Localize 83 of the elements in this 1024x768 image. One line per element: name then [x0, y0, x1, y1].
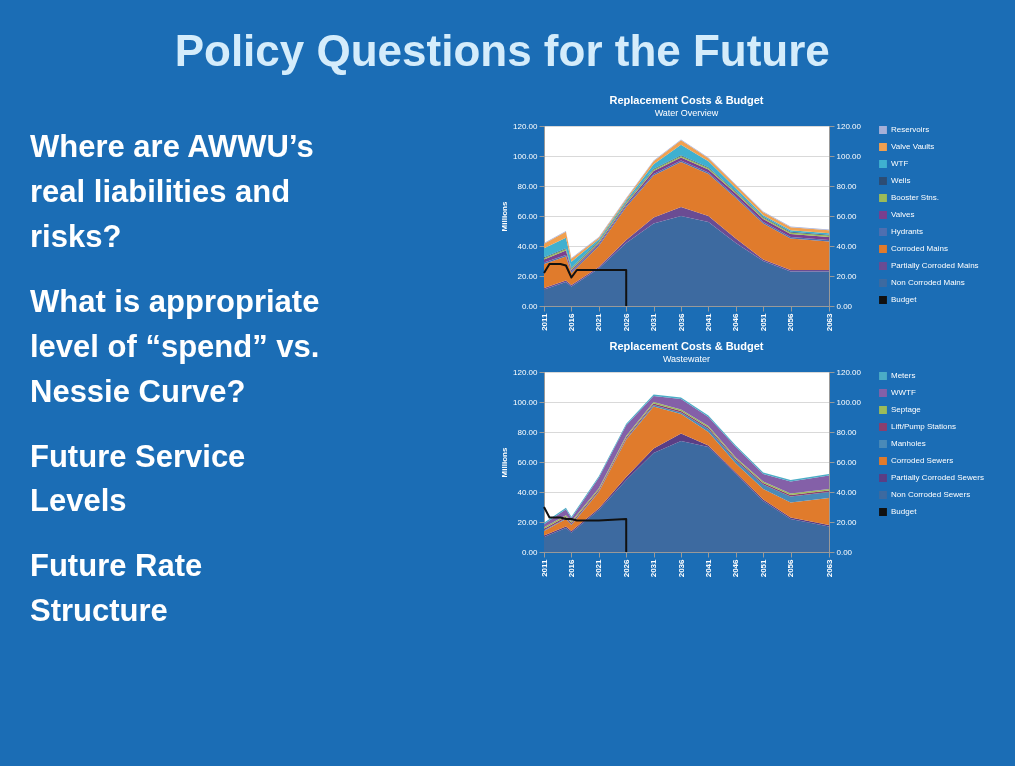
- legend-label: Non Corroded Sewers: [891, 490, 971, 499]
- x-tick-label: 2051: [758, 558, 768, 578]
- y-tick-label: 0.00: [521, 547, 539, 557]
- y-tick-label: 100.00: [513, 397, 539, 407]
- chart-title: Replacement Costs & Budget: [609, 94, 764, 106]
- y2-tick-label: 20.00: [836, 271, 858, 281]
- legend-label: Corroded Mains: [891, 244, 948, 253]
- y2-tick-label: 40.00: [836, 487, 858, 497]
- text: Meters: [891, 371, 916, 380]
- y2-tick-label: 60.00: [836, 211, 858, 221]
- x-tick-label: 2016: [566, 558, 576, 578]
- x-tick-label: 2051: [758, 312, 768, 332]
- x-tick-label: 2031: [649, 558, 659, 578]
- y-tick-label: 80.00: [517, 181, 539, 191]
- y2-tick-label: 0.00: [836, 547, 853, 557]
- x-tick-label: 2026: [621, 558, 631, 578]
- legend-label: WWTF: [891, 388, 916, 397]
- legend-label: Corroded Sewers: [891, 456, 954, 465]
- x-tick-label: 2063: [824, 312, 834, 332]
- y-tick-label: 0.00: [521, 301, 539, 311]
- y-tick-label: 20.00: [517, 271, 539, 281]
- line-series: [543, 263, 628, 307]
- y2-tick-label: 120.00: [836, 121, 862, 131]
- x-tick-label: 2041: [703, 558, 713, 578]
- y2-tick-label: 60.00: [836, 457, 858, 467]
- legend-label: WTF: [891, 159, 909, 168]
- text: What is appropriate level of “spend” vs. Nessie Curve?: [30, 283, 320, 409]
- text: Septage: [891, 405, 922, 414]
- y-tick-label: 100.00: [513, 151, 539, 161]
- legend-label: Booster Stns.: [891, 193, 940, 202]
- y2-tick-label: 100.00: [836, 151, 862, 161]
- y-tick-label: 120.00: [513, 367, 539, 377]
- x-tick-label: 2046: [731, 312, 741, 332]
- legend-label: Partially Corroded Mains: [891, 261, 979, 270]
- x-tick-label: 2036: [676, 558, 686, 578]
- y-tick-label: 120.00: [513, 121, 539, 131]
- x-tick-label: 2011: [539, 558, 549, 577]
- x-tick-label: 2026: [621, 312, 631, 332]
- text: Future Rate Structure: [30, 548, 203, 629]
- y-tick-label: 20.00: [517, 517, 539, 527]
- x-tick-label: 2046: [731, 558, 741, 578]
- y-tick-label: 80.00: [517, 427, 539, 437]
- legend-label: Non Corroded Mains: [891, 278, 965, 287]
- y-tick-label: 60.00: [517, 211, 539, 221]
- y-tick-label: 40.00: [517, 487, 539, 497]
- x-tick-label: 2056: [786, 558, 796, 578]
- legend-label: Manholes: [891, 439, 926, 448]
- x-tick-label: 2041: [703, 312, 713, 332]
- x-tick-label: 2063: [824, 558, 834, 578]
- x-tick-label: 2021: [594, 312, 604, 332]
- x-tick-label: 2021: [594, 558, 604, 578]
- y2-tick-label: 40.00: [836, 241, 858, 251]
- y2-tick-label: 80.00: [836, 181, 858, 191]
- legend-label: Wells: [891, 176, 911, 185]
- legend-label: Reservoirs: [891, 125, 930, 134]
- line-series: [543, 506, 628, 553]
- legend-label: Valves: [891, 210, 915, 219]
- text: Where are AWWU’s real liabilities and risks?: [30, 129, 314, 254]
- y2-tick-label: 100.00: [836, 397, 862, 407]
- legend-label: Budget: [891, 295, 918, 304]
- chart-subtitle: Wastewater: [662, 354, 711, 364]
- text: Future Service Levels: [30, 438, 246, 519]
- legend-label: Budget: [891, 507, 918, 516]
- y2-tick-label: 20.00: [836, 517, 858, 527]
- x-tick-label: 2016: [566, 312, 576, 332]
- legend-label: Valve Vaults: [891, 142, 935, 151]
- chart-title: Replacement Costs & Budget: [609, 340, 764, 352]
- x-tick-label: 2056: [786, 312, 796, 332]
- chart-subtitle: Water Overview: [654, 108, 719, 118]
- y-axis-title: Millions: [500, 447, 510, 478]
- y2-tick-label: 80.00: [836, 427, 858, 437]
- y2-tick-label: 0.00: [836, 301, 853, 311]
- x-tick-label: 2031: [649, 312, 659, 332]
- y2-tick-label: 120.00: [836, 367, 862, 377]
- x-tick-label: 2036: [676, 312, 686, 332]
- y-axis-title: Millions: [500, 201, 510, 232]
- x-tick-label: 2011: [539, 312, 549, 331]
- text: Policy Questions for the Future: [174, 25, 830, 75]
- y-tick-label: 60.00: [517, 457, 539, 467]
- legend-label: Partially Corroded Sewers: [891, 473, 984, 482]
- legend-label: Hydrants: [891, 227, 924, 236]
- legend-label: Lift/Pump Stations: [891, 422, 956, 431]
- y-tick-label: 40.00: [517, 241, 539, 251]
